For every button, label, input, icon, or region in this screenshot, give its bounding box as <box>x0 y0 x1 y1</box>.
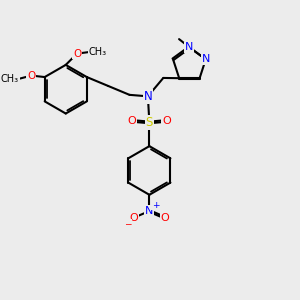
Text: N: N <box>145 206 154 216</box>
Text: O: O <box>73 49 81 58</box>
Text: S: S <box>146 116 153 129</box>
Text: O: O <box>162 116 171 126</box>
Text: N: N <box>143 90 152 103</box>
Text: CH₃: CH₃ <box>89 47 107 57</box>
Text: CH₃: CH₃ <box>1 74 19 83</box>
Text: N: N <box>185 42 194 52</box>
Text: −: − <box>124 220 132 229</box>
Text: +: + <box>152 201 160 210</box>
Text: O: O <box>130 213 138 223</box>
Text: N: N <box>202 54 210 64</box>
Text: O: O <box>128 116 136 126</box>
Text: O: O <box>160 213 169 223</box>
Text: O: O <box>27 70 35 81</box>
